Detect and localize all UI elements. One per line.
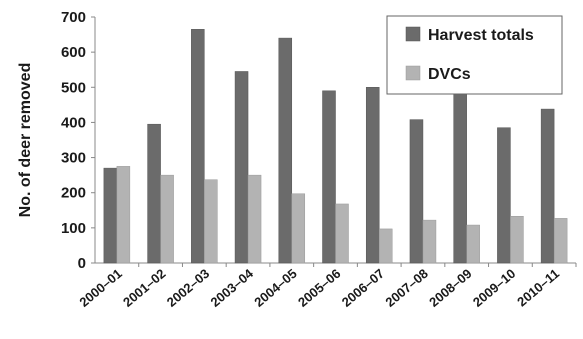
dvc-bar-6 [379,229,392,263]
harvest-bar-9 [497,128,510,263]
legend-swatch [406,27,420,41]
legend-label: DVCs [428,66,471,83]
dvc-bar-7 [423,220,436,263]
y-axis-label: No. of deer removed [17,63,34,218]
y-tick-label: 200 [61,185,86,202]
dvc-bar-5 [336,204,349,263]
y-tick-label: 0 [78,255,86,272]
dvc-bar-2 [204,180,217,263]
legend-label: Harvest totals [428,27,534,44]
y-tick-label: 600 [61,44,86,61]
dvc-bar-9 [510,216,523,263]
x-tick-label: 2000–01 [76,266,124,310]
x-tick-label: 2006–07 [339,266,387,310]
harvest-bar-2 [191,29,204,263]
x-tick-label: 2008–09 [426,266,474,310]
harvest-bar-1 [148,124,161,263]
harvest-bar-10 [541,109,554,263]
harvest-bar-7 [410,120,423,263]
dvc-bar-4 [292,194,305,263]
harvest-bar-5 [323,91,336,263]
x-tick-label: 2004–05 [251,266,299,310]
x-tick-label: 2005–06 [295,266,343,310]
y-tick-label: 700 [61,9,86,26]
y-tick-label: 300 [61,150,86,167]
dvc-bar-8 [467,225,480,263]
legend: Harvest totals DVCs [387,16,562,94]
y-tick-labels: 0 100 200 300 400 500 600 700 [61,9,95,272]
harvest-bar-8 [454,94,467,263]
dvc-bar-1 [161,175,174,263]
y-tick-label: 100 [61,220,86,237]
y-tick-label: 500 [61,79,86,96]
x-tick-label: 2001–02 [120,266,168,310]
x-tick-label: 2009–10 [470,266,518,310]
harvest-bar-6 [366,87,379,263]
legend-swatch [406,66,420,80]
harvest-bar-0 [104,168,117,263]
x-tick-label: 2003–04 [208,265,257,310]
x-tick-label: 2007–08 [382,266,430,310]
y-tick-label: 400 [61,114,86,131]
x-tick-label: 2002–03 [164,266,212,310]
dvc-bar-0 [117,166,130,263]
harvest-bar-3 [235,71,248,263]
dvc-bar-3 [248,175,261,263]
x-tick-labels: 2000–012001–022002–032003–042004–052005–… [76,263,576,310]
harvest-bar-4 [279,38,292,263]
x-tick-label: 2010–11 [514,266,562,310]
dvc-bar-10 [554,218,567,263]
